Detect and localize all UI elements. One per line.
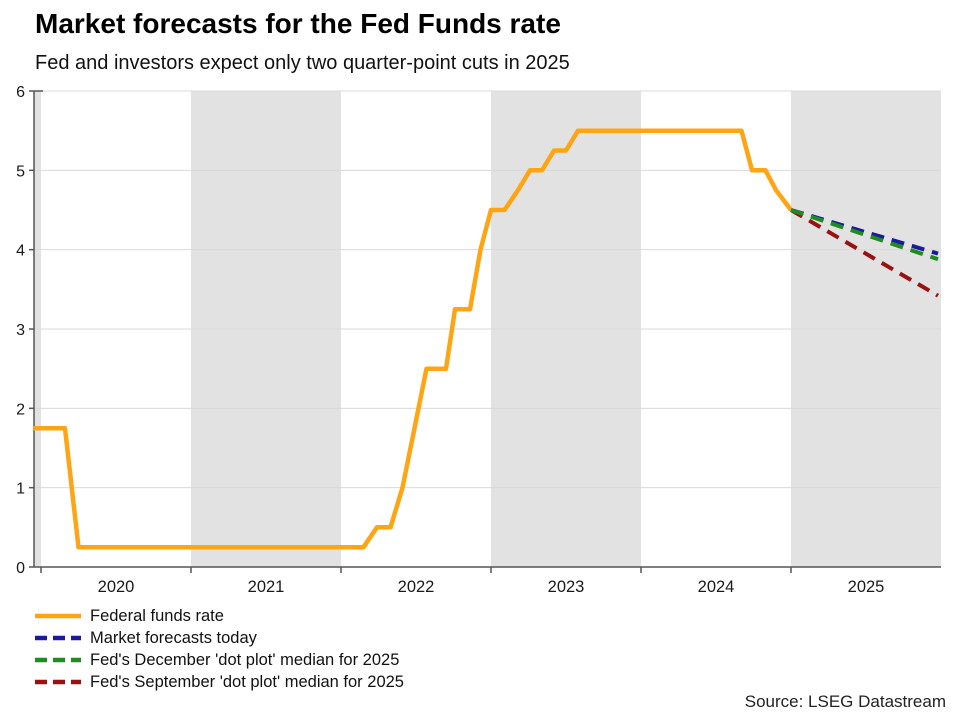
chart-legend: Federal funds rate Market forecasts today… bbox=[35, 605, 404, 693]
series-line-fed-s-december-dot-plot-median-for-2025 bbox=[790, 208, 939, 262]
series-line-fed-s-september-dot-plot-median-for-2025 bbox=[789, 208, 940, 298]
y-axis-label: 4 bbox=[16, 243, 25, 260]
legend-item: Market forecasts today bbox=[35, 627, 404, 649]
chart-title: Market forecasts for the Fed Funds rate bbox=[35, 8, 561, 39]
legend-label: Fed's September 'dot plot' median for 20… bbox=[90, 672, 404, 691]
x-axis-label: 2022 bbox=[398, 578, 435, 596]
x-axis-label: 2021 bbox=[248, 578, 285, 596]
y-axis-label: 1 bbox=[16, 481, 25, 498]
y-axis-label: 3 bbox=[16, 322, 25, 339]
y-axis-label: 2 bbox=[16, 401, 25, 418]
x-axis-label: 2020 bbox=[98, 578, 135, 596]
legend-label: Federal funds rate bbox=[90, 606, 224, 625]
legend-item: Federal funds rate bbox=[35, 605, 404, 627]
chart-subtitle: Fed and investors expect only two quarte… bbox=[35, 52, 570, 74]
y-axis-label: 6 bbox=[16, 84, 25, 101]
legend-item: Fed's September 'dot plot' median for 20… bbox=[35, 671, 404, 693]
legend-label: Fed's December 'dot plot' median for 202… bbox=[90, 650, 400, 669]
y-axis-label: 5 bbox=[16, 163, 25, 180]
legend-line-swatch bbox=[35, 613, 81, 619]
legend-line-swatch bbox=[35, 679, 81, 685]
source-note: Source: LSEG Datastream bbox=[744, 692, 946, 711]
x-axis-label: 2025 bbox=[848, 578, 885, 596]
y-axis-label: 0 bbox=[16, 560, 25, 577]
legend-line-swatch bbox=[35, 657, 81, 663]
series-line-federal-funds-rate bbox=[33, 128, 793, 550]
x-axis-label: 2024 bbox=[698, 578, 735, 596]
legend-line-swatch bbox=[35, 635, 81, 641]
legend-label: Market forecasts today bbox=[90, 628, 257, 647]
x-axis-label: 2023 bbox=[548, 578, 585, 596]
legend-item: Fed's December 'dot plot' median for 202… bbox=[35, 649, 404, 671]
